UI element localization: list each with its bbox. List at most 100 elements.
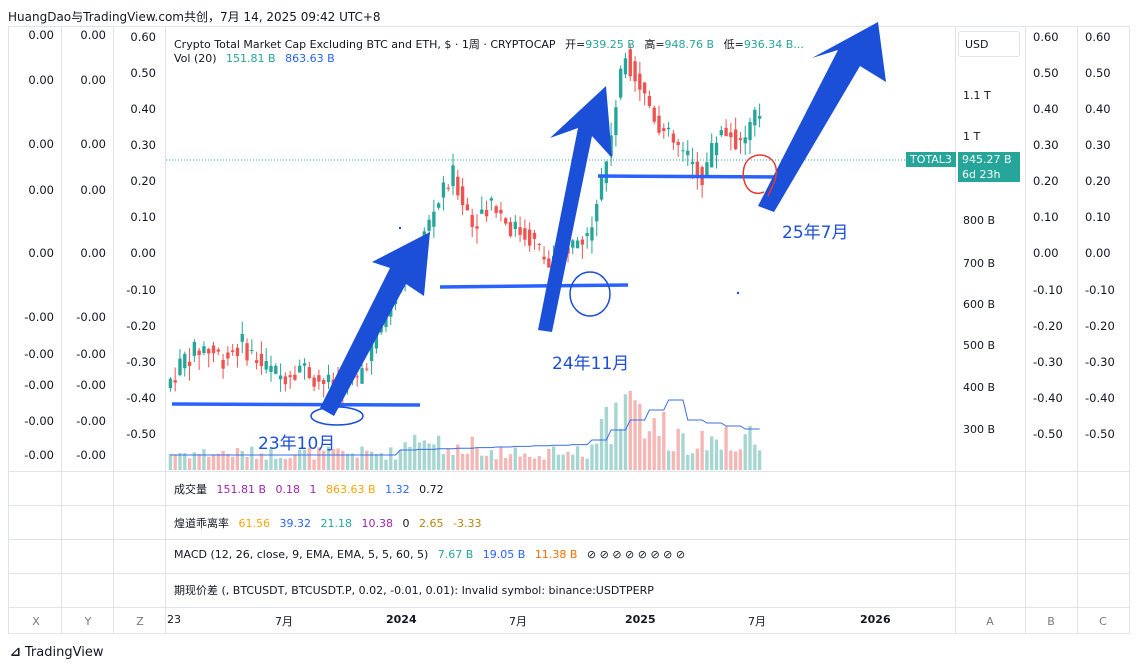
candle-body: [221, 360, 225, 369]
volume-bar: [446, 448, 450, 470]
pane-label: 期现价差 (, BTCUSDT, BTCUSDT.P, 0.02, -0.01,…: [174, 584, 654, 597]
legend-open: 开=939.25 B: [565, 38, 635, 51]
x-tick: 23: [167, 613, 181, 626]
tradingview-logo[interactable]: ⊿ TradingView: [10, 645, 103, 660]
candle-body: [322, 379, 326, 384]
candle-body: [197, 350, 201, 356]
footer-label-a: A: [986, 615, 994, 628]
tick: -0.50: [126, 427, 156, 441]
volume-bar: [230, 456, 235, 470]
currency-selector[interactable]: USD: [958, 31, 1020, 57]
volume-bar: [322, 450, 326, 470]
volume-bar: [417, 442, 422, 470]
candle-body: [628, 49, 632, 77]
volume-bar: [312, 459, 316, 470]
volume-bar: [278, 457, 283, 470]
last-price-value: 945.27 B: [958, 152, 1020, 167]
volume-bar: [705, 450, 709, 470]
candle-body: [460, 186, 465, 206]
pane-label: MACD (12, 26, close, 9, EMA, EMA, 5, 5, …: [174, 548, 429, 561]
candle-body: [288, 375, 292, 378]
tick: -0.00: [76, 347, 106, 361]
candle-body: [724, 127, 728, 137]
volume-bar: [274, 458, 278, 470]
candle-body: [245, 343, 249, 361]
x-tick: 7月: [748, 615, 766, 628]
annotation-2023-oct: 23年10月: [258, 434, 336, 454]
tick: 0.30: [1085, 138, 1111, 152]
volume-bar: [365, 450, 369, 470]
volume-bar: [202, 449, 206, 470]
volume-bar: [571, 454, 575, 470]
volume-bar: [599, 418, 604, 470]
price-tick: 500 B: [963, 339, 996, 352]
volume-bar: [422, 440, 426, 470]
volume-bar: [336, 448, 340, 470]
candle-body: [355, 376, 359, 378]
candle-body: [269, 365, 273, 372]
volume-bar: [657, 436, 661, 470]
candle-body: [278, 375, 283, 380]
tick: 0.20: [1033, 174, 1059, 188]
tick: -0.40: [1033, 391, 1063, 405]
pane-value: ⊘ ⊘ ⊘ ⊘ ⊘ ⊘ ⊘ ⊘: [586, 548, 686, 561]
tick: 0.40: [1033, 102, 1059, 116]
bias-pane-legend: 煌道乖离率 61.56 39.32 21.18 10.38 0 2.65 -3.…: [174, 515, 487, 531]
annotation-2024-nov: 24年11月: [552, 354, 630, 374]
volume-bar: [250, 446, 254, 470]
candle-body: [633, 61, 637, 82]
volume-bar: [369, 451, 374, 470]
tick: -0.40: [126, 391, 156, 405]
candle-body: [518, 227, 522, 235]
volume-bar: [475, 448, 479, 470]
pane-value: -3.33: [453, 517, 482, 530]
volume-legend: Vol (20) 151.81 B 863.63 B: [174, 52, 341, 65]
candle-body: [465, 204, 470, 211]
volume-bar: [575, 446, 580, 470]
candle-body: [173, 380, 177, 383]
volume-bar: [662, 411, 666, 470]
volume-bar: [580, 456, 585, 470]
volume-bar: [264, 459, 268, 470]
volume-bar: [187, 458, 192, 470]
volume-bar: [710, 436, 714, 470]
tick: 0.00: [130, 246, 156, 260]
volume-bar: [331, 448, 335, 470]
tick: 0.50: [130, 66, 156, 80]
candle-body: [580, 239, 585, 245]
tick: -0.00: [24, 378, 54, 392]
tick: -0.10: [1033, 283, 1063, 297]
tv-icon: ⊿: [10, 645, 21, 660]
volume-bar: [480, 455, 484, 470]
tick: 0.50: [1033, 66, 1059, 80]
candle-body: [757, 115, 762, 119]
candle-body: [436, 203, 441, 208]
tick: 0.00: [80, 137, 106, 151]
candle-body: [547, 258, 551, 268]
candle-body: [595, 203, 599, 222]
candle-body: [614, 107, 618, 136]
candle-body: [738, 138, 743, 141]
pane-label: 成交量: [174, 483, 207, 496]
volume-bar: [269, 447, 273, 470]
candle-body: [609, 135, 613, 157]
volume-bar: [226, 453, 230, 470]
legend-high: 高=948.76 B: [644, 38, 715, 51]
candle-body: [307, 367, 311, 379]
volume-bar: [494, 459, 498, 470]
candle-body: [671, 133, 676, 143]
candle-body: [254, 360, 259, 363]
candle-body: [638, 73, 642, 90]
col-divider: [61, 26, 62, 634]
candle-body: [719, 130, 723, 136]
volume-pane-legend: 成交量 151.81 B 0.18 1 863.63 B 1.32 0.72: [174, 481, 450, 497]
col-divider: [955, 26, 956, 634]
pane-divider: [8, 471, 1130, 472]
volume-bar: [590, 444, 594, 470]
volume-bar: [302, 449, 307, 470]
volume-bar: [436, 435, 441, 470]
candle-body: [753, 109, 757, 126]
arrow-up-2025: [758, 22, 886, 212]
tick: 0.00: [28, 183, 54, 197]
